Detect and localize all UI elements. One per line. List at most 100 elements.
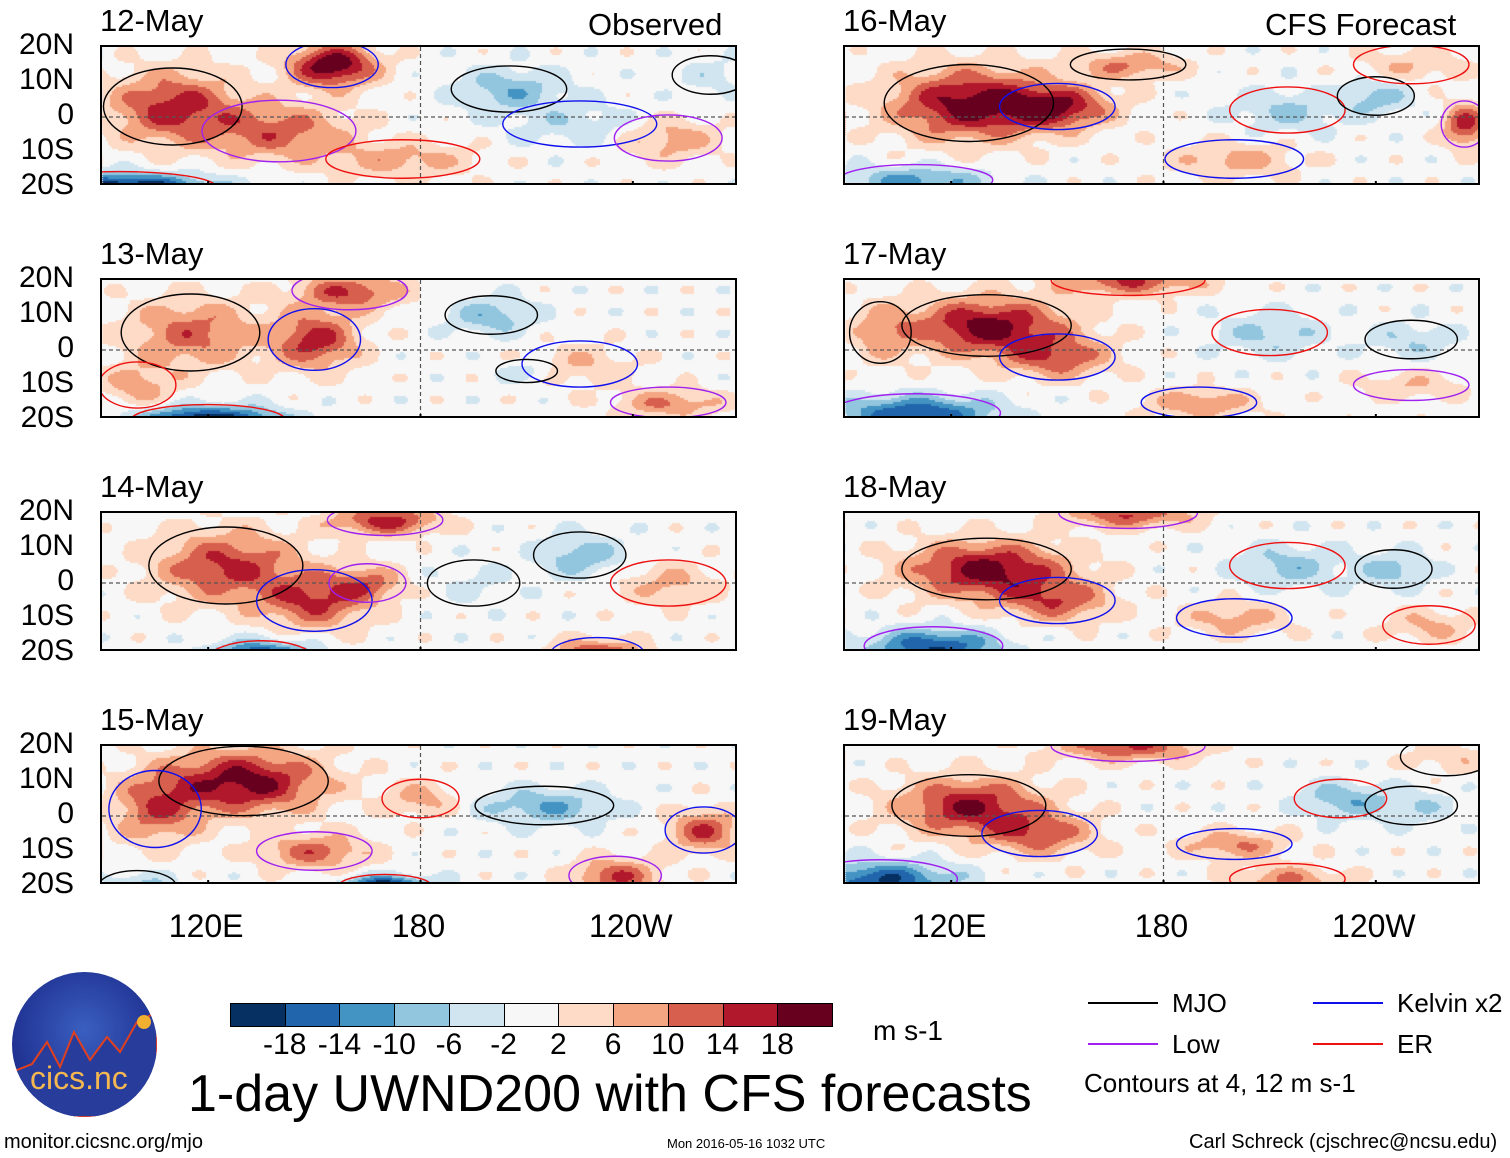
contour-line (521, 340, 639, 388)
contour-line (664, 806, 735, 854)
legend-line-swatch (1088, 1002, 1158, 1004)
contour-overlay (102, 280, 735, 416)
lat-tick-label: 20N (18, 727, 74, 760)
units-label: m s-1 (873, 1015, 943, 1046)
contour-line (1382, 605, 1476, 645)
legend-label: MJO (1172, 988, 1227, 1018)
contour-line (450, 65, 568, 113)
contour-line (613, 114, 723, 162)
lat-tick-label: 20S (20, 401, 74, 434)
wind-anomaly-heatmap (102, 746, 735, 882)
contour-line (1364, 785, 1459, 826)
legend-line-swatch (1088, 1043, 1158, 1045)
legend-note: Contours at 4, 12 m s-1 (1084, 1068, 1356, 1098)
contour-line (444, 295, 539, 335)
contour-line (255, 569, 373, 632)
lat-tick-label: 10N (18, 63, 74, 96)
lon-tick-label: 180 (391, 908, 446, 944)
contour-overlay (102, 746, 735, 882)
wind-anomaly-heatmap (102, 513, 735, 649)
contour-line (845, 859, 959, 882)
logo-text: cics.nc (30, 1060, 128, 1096)
contour-line (532, 531, 627, 579)
panel-date-label: 17-May (843, 236, 947, 271)
contour-line (148, 526, 304, 605)
wind-anomaly-heatmap (102, 47, 735, 183)
contour-line (1228, 862, 1346, 882)
map-panel (843, 744, 1480, 884)
author: Carl Schreck (cjschrec@ncsu.edu) (1189, 1131, 1498, 1153)
contour-line (845, 393, 1002, 416)
contour-line (325, 139, 481, 179)
contour-line (1175, 827, 1293, 861)
contour-line (1069, 48, 1187, 81)
contour-overlay (845, 746, 1478, 882)
colorbar-swatch (722, 1003, 779, 1027)
panel-date-label: 12-May (100, 3, 204, 38)
contour-line (863, 626, 1004, 649)
colorbar-swatch (339, 1003, 396, 1027)
contour-line (1228, 86, 1346, 134)
map-panel (100, 278, 737, 418)
legend-line-swatch (1313, 1002, 1383, 1004)
contour-line (568, 855, 663, 882)
contour-overlay (845, 280, 1478, 416)
panel-date-label: 16-May (843, 3, 947, 38)
colorbar-swatch (230, 1003, 286, 1027)
lon-tick-label: 120E (168, 908, 244, 944)
lon-tick-label: 180 (1134, 908, 1189, 944)
contour-overlay (102, 47, 735, 183)
contour-line (502, 100, 658, 148)
lon-tick-label: 120W (1332, 908, 1416, 944)
contour-line (901, 294, 1072, 357)
contour-line (1228, 541, 1346, 590)
contour-line (328, 563, 407, 603)
colorbar-label: 14 (705, 1028, 740, 1061)
lon-tick-label: 120E (911, 908, 987, 944)
colorbar-label: 10 (651, 1028, 685, 1061)
legend-label: Low (1172, 1029, 1220, 1059)
lat-tick-label: 10S (20, 133, 74, 166)
contour-line (108, 769, 202, 849)
contour-line (1050, 280, 1206, 297)
contour-line (1440, 100, 1478, 148)
lat-tick-label: 0 (57, 564, 74, 597)
map-panel (100, 744, 737, 884)
lat-tick-label: 0 (57, 98, 74, 131)
logo-mountains-icon (12, 1010, 157, 1117)
contour-line (1211, 308, 1329, 357)
lat-tick-label: 10S (20, 366, 74, 399)
contour-line (901, 537, 1072, 601)
contour-line (891, 774, 1047, 837)
lat-tick-label: 20S (20, 867, 74, 900)
contour-line (102, 869, 176, 882)
contour-line (845, 163, 994, 183)
colorbar-label: 2 (550, 1028, 567, 1061)
lat-tick-label: 10S (20, 599, 74, 632)
source-url[interactable]: monitor.cicsnc.org/mjo (4, 1131, 203, 1153)
colorbar-label: -14 (317, 1028, 362, 1061)
colorbar-label: 6 (604, 1028, 622, 1061)
contour-line (267, 308, 362, 371)
lon-tick-label: 120W (589, 908, 673, 944)
lat-tick-label: 0 (57, 331, 74, 364)
contour-line (1175, 598, 1293, 638)
colorbar-label: -18 (263, 1028, 307, 1061)
contour-overlay (845, 513, 1478, 649)
colorbar-swatch (394, 1003, 450, 1027)
contour-line (883, 63, 1055, 143)
contour-line (132, 403, 284, 416)
colorbar-swatch (448, 1003, 505, 1027)
contour-line (285, 47, 379, 89)
contour-line (1352, 368, 1470, 402)
panel-date-label: 13-May (100, 236, 204, 271)
contour-line (495, 358, 559, 384)
contour-line (1399, 746, 1478, 777)
lat-tick-label: 10N (18, 296, 74, 329)
wind-anomaly-heatmap (845, 513, 1478, 649)
contour-line (474, 785, 615, 826)
map-panel (100, 45, 737, 185)
lat-tick-label: 20S (20, 168, 74, 201)
colorbar-swatch (503, 1003, 560, 1027)
contour-line (255, 831, 373, 871)
